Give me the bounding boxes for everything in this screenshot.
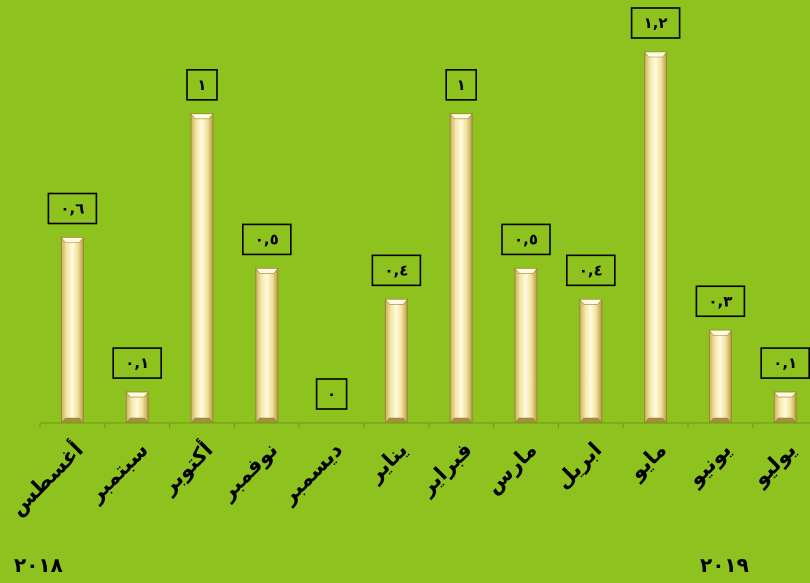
data-label-text: ٠,٤: [579, 261, 603, 279]
bar-8: [514, 267, 538, 424]
bar-bevel-bottom: [643, 417, 668, 424]
bar-bevel-top: [579, 299, 603, 305]
bar-3: [190, 113, 214, 424]
bar-7: [449, 113, 473, 424]
data-label-text: ٠,٣: [708, 292, 732, 310]
category-label-4: نوفمبر: [215, 438, 283, 506]
year-label-end: ٢٠١٩: [700, 553, 749, 577]
category-label-6: يناير: [362, 438, 412, 488]
data-label-text: ٠,٥: [514, 230, 538, 248]
data-label-3: ١: [186, 69, 218, 101]
bar-2: [125, 391, 149, 424]
bar-body: [449, 113, 473, 424]
category-label-7: فبراير: [414, 438, 477, 501]
data-label-7: ١: [445, 69, 478, 101]
data-label-box: [630, 7, 681, 39]
data-label-8: ٠,٥: [501, 223, 551, 256]
data-label-text: ١: [197, 76, 206, 94]
bar-bevel-bottom: [514, 417, 538, 424]
bar-body: [579, 298, 603, 424]
bar-bevel-bottom: [708, 417, 733, 424]
data-label-text: ١: [457, 76, 466, 94]
data-label-9: ٠,٤: [565, 254, 616, 287]
data-label-box: [565, 254, 616, 287]
bar-bevel-bottom: [190, 417, 214, 424]
category-label-11: يونيو: [682, 438, 736, 492]
bar-body: [255, 267, 279, 424]
data-label-12: ٠,١: [760, 347, 810, 379]
bar-bevel-top: [255, 268, 279, 274]
category-label-8: مارس: [481, 438, 542, 499]
data-label-text: ٠,٦: [60, 200, 84, 218]
data-label-box: [445, 69, 478, 101]
data-label-1: ٠,٦: [47, 192, 98, 225]
bar-1: [60, 237, 85, 424]
data-label-text: ٠: [327, 385, 336, 403]
data-label-text: ٠,٤: [384, 261, 408, 279]
data-label-box: [760, 347, 810, 379]
bar-4: [255, 267, 279, 424]
category-label-12: يوليو: [747, 438, 801, 492]
data-label-text: ٠,١: [773, 354, 797, 372]
bar-bevel-top: [190, 113, 214, 120]
bar-6: [384, 298, 409, 424]
bar-body: [384, 298, 408, 424]
bar-bevel-bottom: [60, 417, 85, 424]
bar-bevel-top: [384, 299, 409, 305]
bar-12: [773, 391, 797, 424]
bar-body: [708, 329, 732, 424]
data-label-text: ١,٢: [644, 14, 668, 32]
category-label-10: مايو: [624, 438, 671, 485]
data-label-box: [315, 378, 348, 410]
year-label-start: ٢٠١٨: [14, 553, 63, 577]
bar-bevel-bottom: [255, 417, 279, 424]
data-label-box: [695, 285, 746, 318]
category-label-9: ابريل: [551, 438, 607, 494]
data-label-6: ٠,٤: [371, 254, 422, 287]
data-label-box: [186, 69, 218, 101]
data-label-4: ٠,٥: [242, 223, 292, 256]
bar-11: [708, 329, 733, 424]
category-label-3: أكتوبر: [154, 435, 218, 499]
bar-bevel-top: [125, 391, 149, 398]
data-label-text: ٠,٥: [255, 230, 279, 248]
bar-body: [60, 237, 84, 424]
category-label-5: ديسمبر: [276, 437, 347, 508]
data-label-box: [501, 223, 551, 256]
bar-bevel-top: [708, 329, 733, 336]
bar-9: [579, 298, 603, 424]
bar-10: [643, 51, 668, 424]
bar-body: [514, 267, 538, 424]
data-label-text: ٠,١: [125, 354, 149, 372]
bar-bevel-top: [60, 237, 85, 243]
bar-bevel-top: [773, 391, 797, 398]
bars-layer: [60, 51, 797, 424]
bar-bevel-bottom: [449, 417, 473, 424]
x-axis: [39, 422, 810, 428]
bar-body: [644, 51, 668, 424]
data-label-11: ٠,٣: [695, 285, 746, 318]
bar-bevel-top: [449, 113, 473, 120]
data-label-box: [47, 192, 98, 225]
data-label-box: [371, 254, 422, 287]
category-label-2: سبتمبر: [83, 438, 153, 508]
data-label-box: [242, 223, 292, 256]
bar-bevel-top: [643, 51, 668, 58]
data-labels-layer: ٠,٦ ٠,١ ١ ٠,٥ ٠ ٠,٤ ١ ٠,٥ ٠,٤ ١,٢ ٠,٣ ٠,١: [47, 7, 810, 410]
bar-bevel-bottom: [579, 417, 603, 424]
category-label-1: أغسطس: [3, 435, 88, 520]
bar-body: [190, 113, 214, 424]
data-label-box: [112, 347, 162, 379]
data-label-2: ٠,١: [112, 347, 162, 379]
bar-bevel-bottom: [773, 417, 797, 424]
bar-bevel-top: [514, 268, 538, 274]
bar-bevel-bottom: [125, 417, 149, 424]
data-label-10: ١,٢: [630, 7, 681, 39]
bar-bevel-bottom: [384, 417, 409, 424]
data-label-5: ٠: [315, 378, 348, 410]
